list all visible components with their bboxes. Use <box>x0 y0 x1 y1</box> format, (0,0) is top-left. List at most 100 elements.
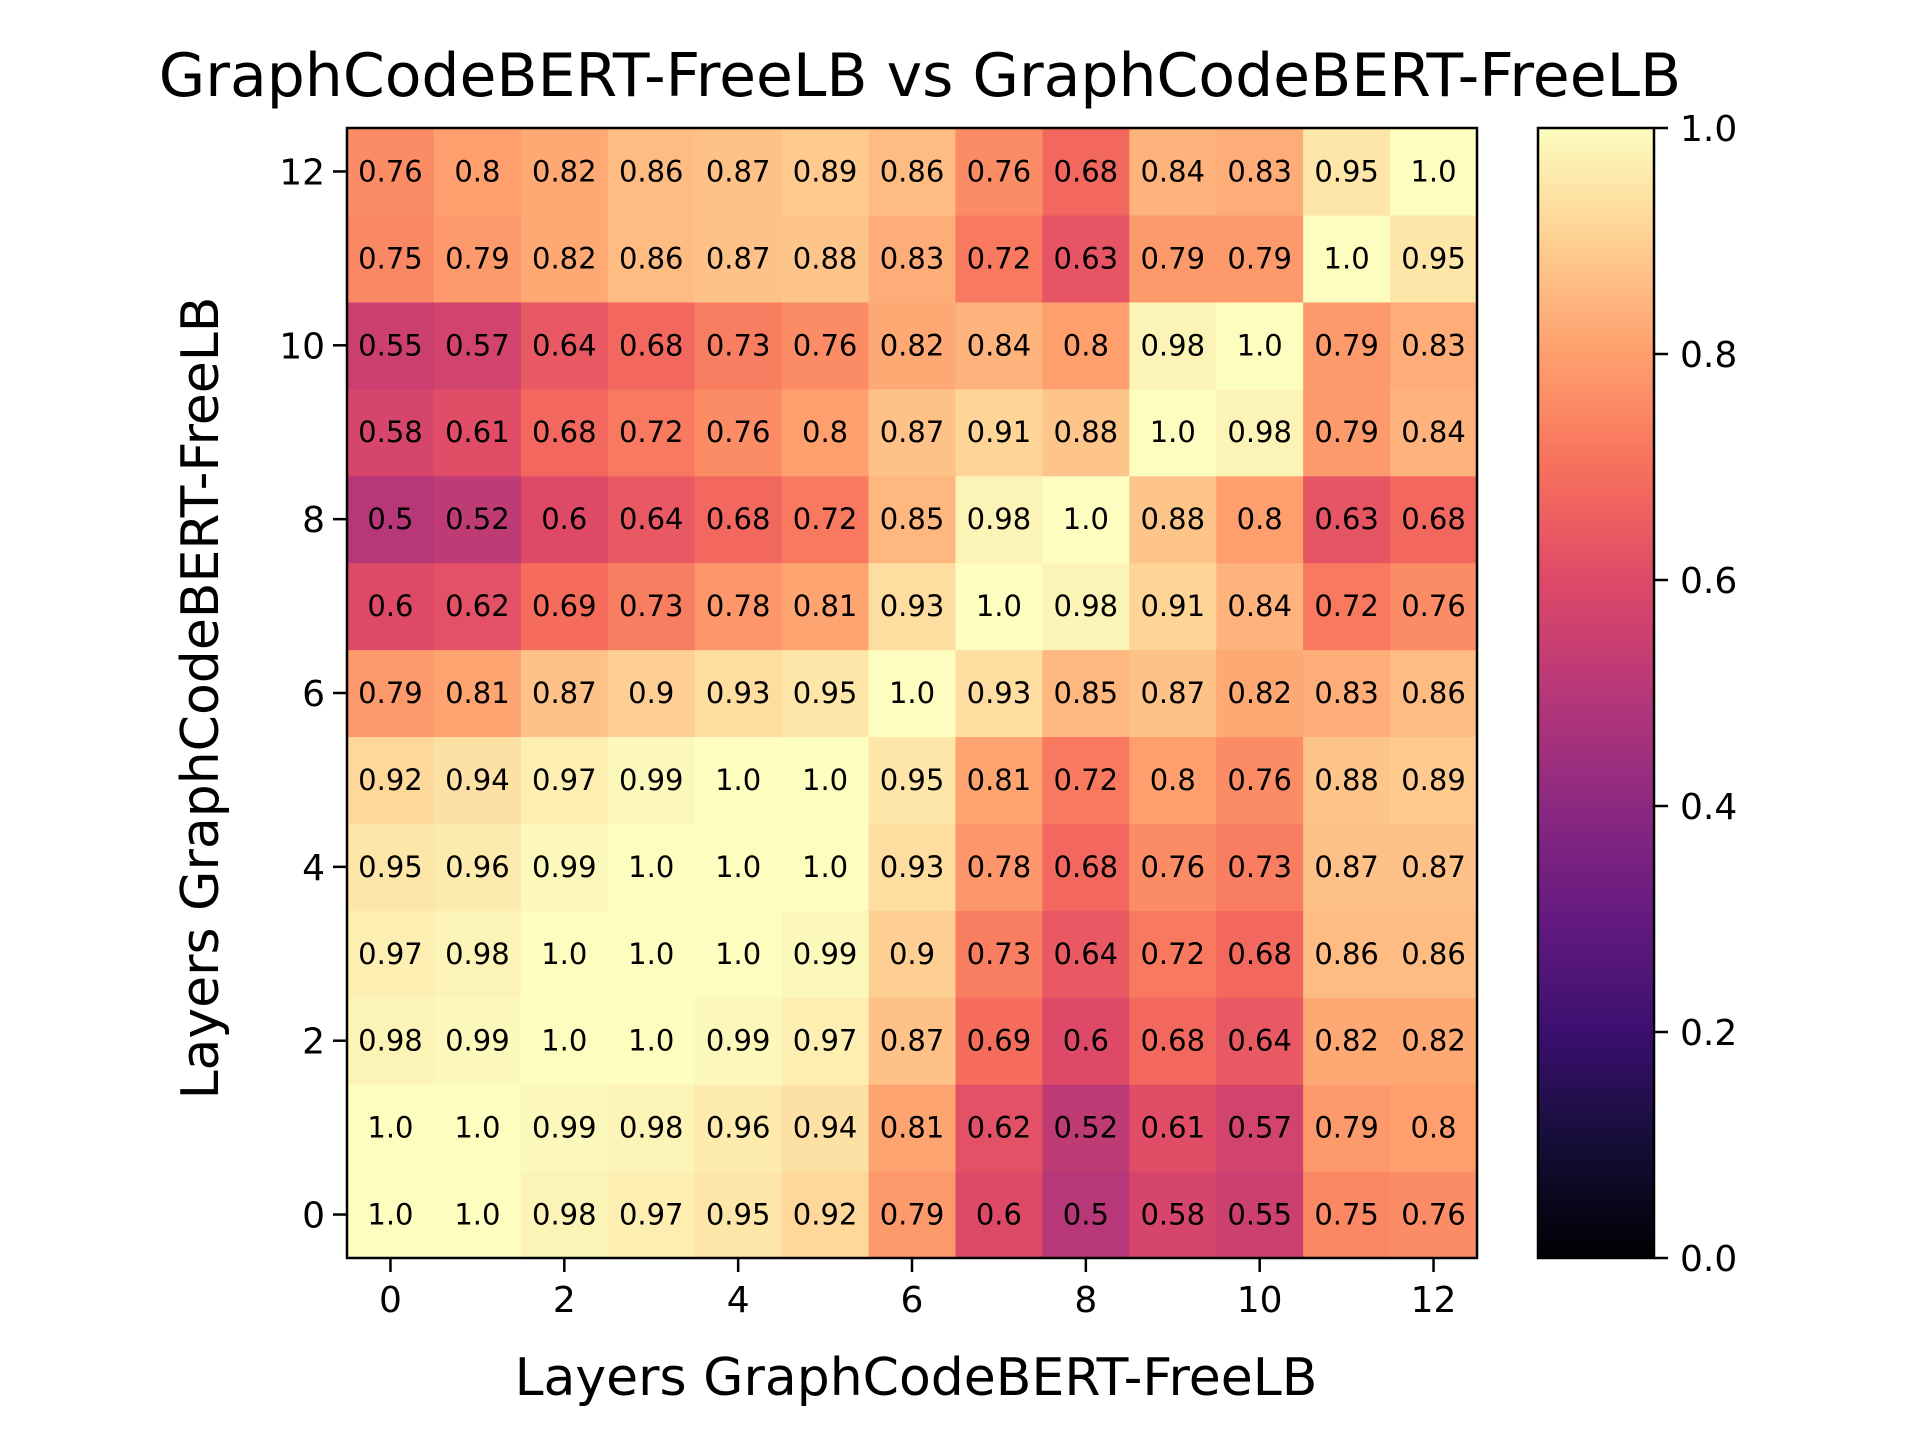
cell-value-label: 0.75 <box>358 241 423 275</box>
heatmap-cell <box>694 649 783 738</box>
cell-value-label: 0.93 <box>880 589 945 623</box>
cell-value-label: 1.0 <box>367 1111 413 1145</box>
y-axis-label: Layers GraphCodeBERT-FreeLB <box>171 297 231 1100</box>
cell-value-label: 0.82 <box>1314 1024 1379 1058</box>
heatmap-cell <box>1216 823 1304 911</box>
heatmap-cell <box>1390 1084 1478 1172</box>
cell-value-label: 1.0 <box>541 937 587 971</box>
cell-value-label: 1.0 <box>454 1111 500 1145</box>
cell-value-label: 0.79 <box>1314 328 1379 362</box>
heatmap-cell <box>781 301 870 390</box>
heatmap-cell <box>607 562 696 651</box>
cell-value-label: 1.0 <box>541 1024 587 1058</box>
heatmap-cell <box>1303 128 1391 216</box>
cell-value-label: 0.98 <box>358 1024 423 1058</box>
cell-value-label: 0.87 <box>706 154 771 188</box>
heatmap-cell <box>694 1084 783 1172</box>
cell-value-label: 0.5 <box>367 502 413 536</box>
heatmap-cell <box>433 562 522 651</box>
heatmap-cell <box>955 301 1043 390</box>
heatmap-cell <box>781 649 870 738</box>
heatmap-cell <box>1216 388 1304 477</box>
cell-value-label: 0.73 <box>1227 850 1292 884</box>
heatmap-cell <box>955 214 1043 303</box>
cell-value-label: 0.79 <box>1314 415 1379 449</box>
heatmap-cell <box>347 128 435 216</box>
cell-value-label: 0.6 <box>976 1198 1022 1232</box>
heatmap-cell <box>1129 475 1217 564</box>
heatmap-cell <box>1303 1171 1391 1259</box>
heatmap-cell <box>781 1084 870 1172</box>
heatmap-cell <box>347 214 435 303</box>
colorbar-tick-label: 1.0 <box>1680 109 1737 150</box>
cell-value-label: 0.96 <box>706 1111 771 1145</box>
heatmap-cell <box>1129 736 1217 824</box>
heatmap-cell <box>347 823 435 911</box>
x-tick-label: 4 <box>727 1280 750 1321</box>
cell-value-label: 0.64 <box>532 328 597 362</box>
cell-value-label: 0.82 <box>532 241 597 275</box>
y-tick-label: 2 <box>302 1022 325 1063</box>
cell-value-label: 0.8 <box>1410 1111 1456 1145</box>
heatmap-cell <box>347 649 435 738</box>
cell-value-label: 0.88 <box>1054 415 1119 449</box>
heatmap-cell <box>347 562 435 651</box>
cell-value-label: 0.76 <box>706 415 771 449</box>
cell-value-label: 0.76 <box>967 154 1032 188</box>
cell-value-label: 0.68 <box>1401 502 1466 536</box>
heatmap-cell <box>955 736 1043 824</box>
cell-value-label: 0.73 <box>967 937 1032 971</box>
heatmap-cell <box>520 910 609 998</box>
cell-value-label: 0.52 <box>445 502 510 536</box>
cell-value-label: 0.58 <box>358 415 423 449</box>
cell-value-label: 0.99 <box>793 937 858 971</box>
cell-value-label: 0.86 <box>1401 937 1466 971</box>
cell-value-label: 1.0 <box>1063 502 1109 536</box>
cell-value-label: 1.0 <box>628 850 674 884</box>
heatmap-cell <box>1042 214 1130 303</box>
heatmap-cell <box>607 1084 696 1172</box>
cell-value-label: 0.97 <box>358 937 423 971</box>
cell-value-label: 1.0 <box>715 850 761 884</box>
cell-value-label: 0.88 <box>1140 502 1205 536</box>
heatmap-cell <box>1129 1171 1217 1259</box>
heatmap-cell <box>1042 910 1130 998</box>
colorbar-tick-label: 0.0 <box>1680 1239 1737 1280</box>
cell-value-label: 0.63 <box>1054 241 1119 275</box>
heatmap-cell <box>607 1171 696 1259</box>
cell-value-label: 0.79 <box>1314 1111 1379 1145</box>
x-tick-label: 12 <box>1411 1280 1457 1321</box>
cell-value-label: 0.93 <box>880 850 945 884</box>
heatmap-cell <box>1390 823 1478 911</box>
heatmap-cell <box>1216 475 1304 564</box>
heatmap-cell <box>520 475 609 564</box>
heatmap-cell <box>607 214 696 303</box>
cell-value-label: 1.0 <box>715 937 761 971</box>
cell-value-label: 0.76 <box>1401 1198 1466 1232</box>
heatmap-cell <box>1390 649 1478 738</box>
heatmap-cell <box>781 736 870 824</box>
heatmap-cell <box>1129 649 1217 738</box>
cell-value-label: 0.89 <box>793 154 858 188</box>
heatmap-cell <box>1216 1171 1304 1259</box>
cell-value-label: 0.68 <box>1054 850 1119 884</box>
heatmap-cell <box>1390 128 1478 216</box>
cell-value-label: 0.76 <box>1227 763 1292 797</box>
heatmap-cell <box>1129 301 1217 390</box>
cell-value-label: 0.9 <box>628 676 674 710</box>
heatmap-cell <box>520 736 609 824</box>
heatmap-cell <box>955 128 1043 216</box>
heatmap-cell <box>1042 562 1130 651</box>
cell-value-label: 0.68 <box>532 415 597 449</box>
heatmap-cell <box>868 823 957 911</box>
cell-value-label: 0.8 <box>802 415 848 449</box>
cell-value-label: 0.94 <box>445 763 510 797</box>
heatmap-cell <box>1303 301 1391 390</box>
heatmap-cell <box>607 128 696 216</box>
cell-value-label: 1.0 <box>454 1198 500 1232</box>
heatmap-cell <box>1129 823 1217 911</box>
heatmap-cell <box>868 214 957 303</box>
heatmap-cell <box>607 823 696 911</box>
cell-value-label: 0.63 <box>1314 502 1379 536</box>
